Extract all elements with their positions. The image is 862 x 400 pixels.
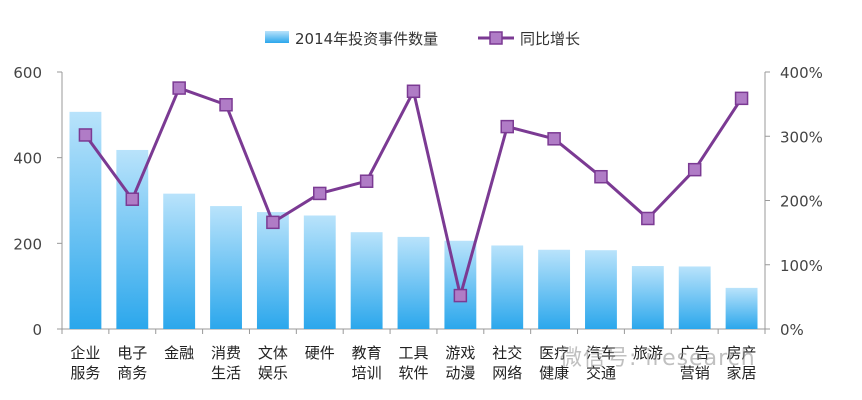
line-series [78,81,749,303]
x-tick-label: 文体 [258,344,288,362]
x-tick-label: 动漫 [445,364,475,382]
x-tick-label: 家居 [727,364,757,382]
growth-point [453,288,468,303]
x-tick-label: 电子 [117,344,147,362]
x-tick-label: 硬件 [305,344,335,362]
growth-point [266,215,280,230]
x-tick-label: 社交 [492,344,522,362]
bar [116,149,149,329]
legend-label-bar: 2014年投资事件数量 [295,30,438,48]
bar [163,193,196,329]
growth-point [734,91,749,106]
growth-point [406,84,421,99]
y-right-tick-label: 0% [780,321,804,339]
y-left-tick-label: 600 [13,64,42,82]
y-right-tick-label: 200% [780,193,823,211]
x-tick-label: 培训 [352,364,382,382]
growth-point [78,128,93,142]
x-tick-label: 游戏 [445,344,475,362]
x-tick-label: 软件 [398,364,428,382]
y-left-tick-label: 400 [13,150,42,168]
watermark: 微信号: iresearch [560,346,756,371]
x-tick-label: 医疗 [539,344,569,362]
y-left-tick-label: 0 [32,321,42,339]
y-left-tick-label: 200 [13,235,42,253]
x-tick-label: 广告 [680,344,710,362]
growth-point [641,211,655,226]
x-tick-label: 商务 [117,364,147,382]
x-tick-label: 娱乐 [258,364,288,382]
legend-swatch-bar [265,31,289,43]
bar [491,245,524,329]
bar [397,236,430,329]
bar [303,215,336,329]
bar [69,111,102,330]
x-tick-label: 网络 [492,364,522,382]
growth-point [359,174,374,188]
x-tick-label: 生活 [211,364,241,382]
bar [585,250,617,329]
x-tick-label: 服务 [70,364,100,382]
x-tick-label: 汽车 [586,344,616,362]
bar [725,287,758,329]
growth-point [172,81,186,95]
y-right-tick-label: 400% [780,64,823,82]
legend: 2014年投资事件数量 同比增长 [265,30,580,48]
x-tick-label: 金融 [164,344,194,362]
y-right-tick-label: 300% [780,128,823,146]
x-tick-label: 工具 [398,344,428,362]
bar [350,232,383,329]
growth-point [219,98,233,112]
bar [210,206,242,329]
bar [256,212,289,329]
x-tick-label: 房产 [727,344,757,362]
x-tick-label: 企业 [70,344,100,362]
x-tick-label: 交通 [586,364,616,382]
growth-point [594,169,608,184]
x-tick-label: 健康 [539,364,569,382]
x-tick-label: 消费 [211,344,241,362]
legend-swatch-marker [489,31,503,45]
growth-point [125,192,140,206]
bar [538,249,571,329]
bar [631,266,664,329]
growth-point [547,132,561,146]
bar [678,266,711,329]
y-right-tick-label: 100% [780,257,823,275]
x-tick-label: 营销 [680,364,710,382]
bar-series [69,111,758,330]
x-tick-label: 旅游 [633,344,663,362]
growth-point [500,119,514,134]
growth-point [313,186,327,201]
growth-point [687,162,702,177]
legend-label-line: 同比增长 [520,30,580,48]
x-tick-label: 教育 [352,344,382,362]
